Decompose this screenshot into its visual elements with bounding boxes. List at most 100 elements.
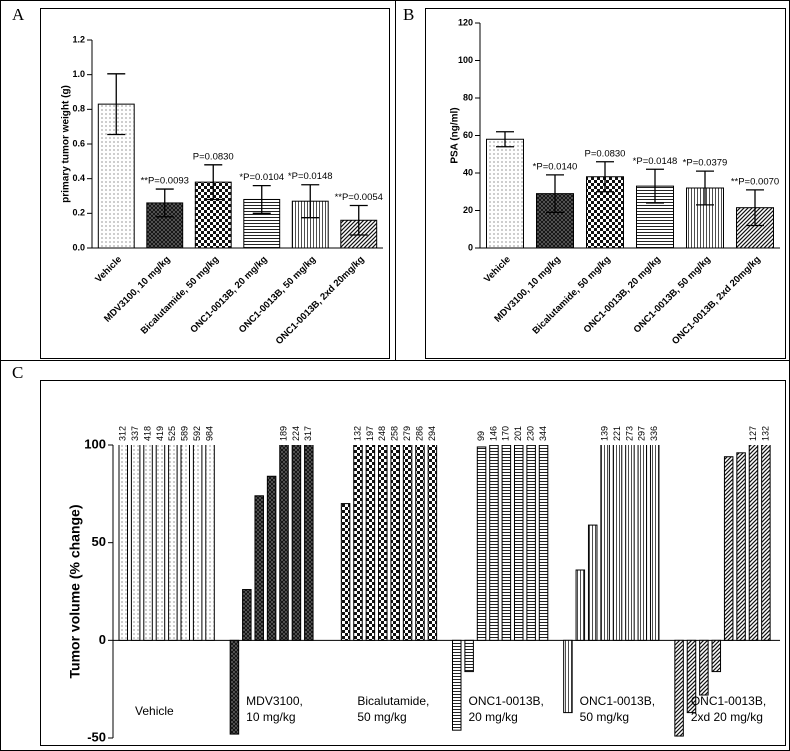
value-label: 132 [352, 426, 362, 441]
annotation: P=0.0830 [585, 148, 626, 159]
error-bar [107, 73, 126, 136]
bar [180, 445, 190, 641]
x-tick-label: Vehicle [93, 254, 124, 285]
group-label: ONC1-0013B, [580, 694, 655, 708]
annotation: **P=0.0054 [335, 192, 383, 203]
bar [612, 445, 623, 641]
bar [155, 445, 166, 641]
bar [486, 138, 524, 249]
bar [637, 445, 648, 641]
y-tick-label: -50 [87, 729, 106, 744]
value-label: 279 [402, 426, 412, 441]
bar [353, 445, 363, 641]
group-label: 10 mg/kg [246, 710, 295, 724]
error-bar [746, 189, 764, 227]
annotation: *P=0.0104 [239, 172, 284, 183]
value-label: 312 [118, 426, 128, 441]
bar [526, 445, 536, 641]
value-label: 273 [624, 426, 634, 441]
error-bar [546, 174, 564, 214]
annotation: P=0.0830 [193, 151, 234, 162]
x-tick-label: ONC1-0013B, 2xd 20mg/kg [670, 254, 763, 347]
bar [464, 639, 474, 673]
bar [378, 445, 388, 641]
x-tick-label: Bicalutamide, 50 mg/kg [139, 254, 222, 337]
bar [266, 475, 277, 641]
annotation: *P=0.0140 [533, 161, 578, 172]
panel-frame [425, 8, 786, 359]
group-label: ONC1-0013B, [691, 694, 766, 708]
group-label: Vehicle [135, 704, 174, 718]
error-bar [646, 168, 664, 204]
bar [168, 445, 178, 641]
bar [563, 639, 573, 714]
bar [304, 445, 314, 641]
value-label: 589 [180, 426, 190, 441]
y-tick-label: 0.6 [72, 138, 85, 148]
value-label: 170 [501, 426, 511, 441]
bar [736, 452, 746, 641]
error-bar [204, 164, 223, 201]
bar [279, 445, 289, 641]
value-label: 525 [167, 426, 177, 441]
panel-frame [40, 380, 786, 746]
bar [192, 445, 203, 641]
value-label: 344 [538, 426, 548, 441]
error-bar [696, 170, 714, 206]
y-tick-label: 80 [463, 92, 473, 102]
y-axis-title: PSA (ng/ml) [450, 107, 461, 163]
y-tick-label: 100 [458, 55, 473, 65]
group-label: Bicalutamide, [357, 694, 429, 708]
value-label: 146 [488, 426, 498, 441]
value-label: 224 [291, 426, 301, 441]
value-label: 139 [599, 426, 609, 441]
bar [452, 639, 462, 731]
error-bar [349, 204, 368, 236]
y-tick-label: 0 [99, 632, 106, 647]
value-label: 336 [649, 426, 659, 441]
value-label: 201 [513, 426, 523, 441]
y-tick-label: 100 [84, 436, 106, 451]
bar [365, 445, 376, 641]
bar [699, 639, 709, 696]
value-label: 419 [155, 426, 165, 441]
bar [242, 589, 252, 641]
bar [575, 569, 586, 641]
annotation: *P=0.0148 [288, 171, 333, 182]
bar [723, 456, 734, 641]
bar [402, 445, 413, 641]
bar [686, 639, 697, 714]
bar [538, 445, 549, 641]
error-bar [252, 184, 271, 214]
value-label: 286 [414, 426, 424, 441]
value-label: 248 [377, 426, 387, 441]
y-axis-title: primary tumor weight (g) [61, 85, 72, 203]
y-tick-label: 20 [463, 205, 473, 215]
bar [229, 639, 240, 735]
bar [415, 445, 425, 641]
bar [514, 445, 524, 641]
group-label: 20 mg/kg [469, 710, 518, 724]
group-label: 50 mg/kg [357, 710, 406, 724]
value-label: 317 [303, 426, 313, 441]
error-bar [301, 184, 320, 219]
bar [130, 445, 141, 641]
bar [118, 445, 128, 641]
bar [501, 445, 512, 641]
y-tick-label: 0.8 [72, 104, 85, 114]
panel-label: A [12, 5, 25, 24]
y-tick-label: 0.0 [72, 242, 85, 252]
bar [291, 445, 302, 641]
value-label: 230 [526, 426, 536, 441]
panel-label: C [12, 363, 23, 382]
panel-label: B [403, 5, 414, 24]
value-label: 99 [476, 431, 486, 441]
value-label: 297 [637, 426, 647, 441]
y-tick-label: 0.4 [72, 173, 85, 183]
bar [476, 446, 487, 641]
group-label: 50 mg/kg [580, 710, 629, 724]
bar [649, 445, 660, 641]
value-label: 418 [142, 426, 152, 441]
bar [761, 445, 771, 641]
value-label: 337 [130, 426, 140, 441]
